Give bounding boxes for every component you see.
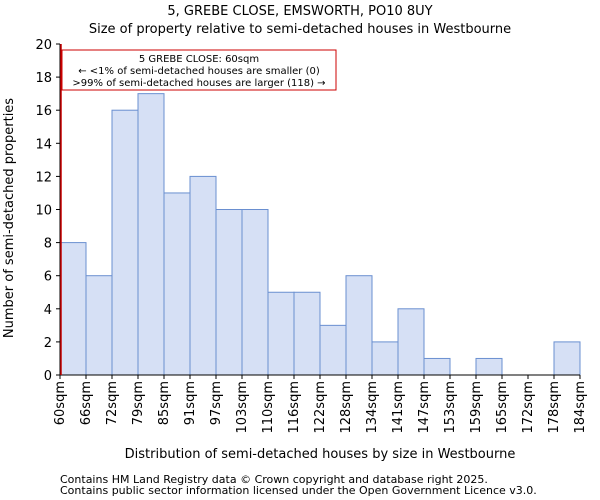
- y-tick-label: 20: [35, 38, 52, 53]
- bar-85sqm: [163, 192, 191, 376]
- bar-110sqm: [267, 291, 295, 376]
- x-tick-label: 66sqm: [79, 381, 94, 425]
- annotation-line-1: 5 GREBE CLOSE: 60sqm: [139, 54, 259, 65]
- bar-60sqm: [59, 242, 87, 376]
- bar-141sqm: [397, 308, 425, 376]
- x-tick-label: 165sqm: [495, 381, 510, 434]
- x-tick-label: 85sqm: [157, 381, 172, 425]
- footer-line-2: Contains public sector information licen…: [60, 484, 537, 497]
- x-tick-label: 72sqm: [105, 381, 120, 425]
- annotation-line-3: >99% of semi-detached houses are larger …: [72, 78, 325, 89]
- x-tick-label: 147sqm: [417, 381, 432, 434]
- x-tick-label: 116sqm: [287, 381, 302, 434]
- bar-66sqm: [85, 275, 113, 376]
- x-tick-label: 103sqm: [235, 381, 250, 434]
- bar-134sqm: [371, 341, 399, 376]
- x-axis-label: Distribution of semi-detached houses by …: [125, 447, 516, 462]
- x-tick-label: 134sqm: [365, 381, 380, 434]
- x-tick-label: 128sqm: [339, 381, 354, 434]
- y-tick-label: 18: [35, 71, 52, 86]
- x-axis: 60sqm 66sqm 72sqm 79sqm 85sqm 91sqm 97sqm 103sq…: [53, 374, 588, 434]
- x-tick-label: 60sqm: [53, 381, 68, 425]
- y-axis: 0 2 4 6 8 10 12 14 16 18 20: [35, 38, 61, 384]
- bar-178sqm: [553, 341, 581, 376]
- x-tick-label: 110sqm: [261, 381, 276, 434]
- annotation-line-2: ← <1% of semi-detached houses are smalle…: [78, 66, 320, 77]
- bar-159sqm: [475, 357, 503, 376]
- footer-line-1: Contains HM Land Registry data © Crown c…: [60, 473, 488, 486]
- chart-title: 5, GREBE CLOSE, EMSWORTH, PO10 8UY: [167, 4, 432, 19]
- y-tick-label: 16: [35, 104, 52, 119]
- bar-91sqm: [189, 175, 217, 376]
- bar-72sqm: [111, 109, 139, 376]
- x-tick-label: 184sqm: [573, 381, 588, 434]
- chart-subtitle: Size of property relative to semi-detach…: [89, 22, 511, 37]
- y-axis-label: Number of semi-detached properties: [2, 98, 17, 338]
- y-tick-label: 0: [44, 369, 52, 384]
- bar-97sqm: [215, 209, 243, 376]
- x-tick-label: 159sqm: [469, 381, 484, 434]
- bar-122sqm: [319, 324, 347, 376]
- bar-103sqm: [241, 209, 269, 376]
- y-tick-label: 10: [35, 204, 52, 219]
- x-tick-label: 97sqm: [209, 381, 224, 425]
- y-tick-label: 12: [35, 170, 52, 185]
- bar-116sqm: [293, 291, 321, 376]
- y-tick-label: 14: [35, 137, 52, 152]
- y-tick-label: 6: [44, 270, 52, 285]
- x-tick-label: 122sqm: [313, 381, 328, 434]
- x-tick-label: 79sqm: [131, 381, 146, 425]
- y-tick-label: 2: [44, 336, 52, 351]
- x-tick-label: 153sqm: [443, 381, 458, 434]
- annotation-box: [61, 49, 337, 91]
- bar-128sqm: [345, 275, 373, 376]
- y-tick-label: 8: [44, 237, 52, 252]
- x-tick-label: 91sqm: [183, 381, 198, 425]
- x-tick-label: 178sqm: [547, 381, 562, 434]
- x-tick-label: 141sqm: [391, 381, 406, 434]
- bar-79sqm: [137, 93, 165, 376]
- y-tick-label: 4: [44, 303, 52, 318]
- x-tick-label: 172sqm: [521, 381, 536, 434]
- bars-group: [59, 93, 581, 376]
- bar-147sqm: [423, 357, 451, 376]
